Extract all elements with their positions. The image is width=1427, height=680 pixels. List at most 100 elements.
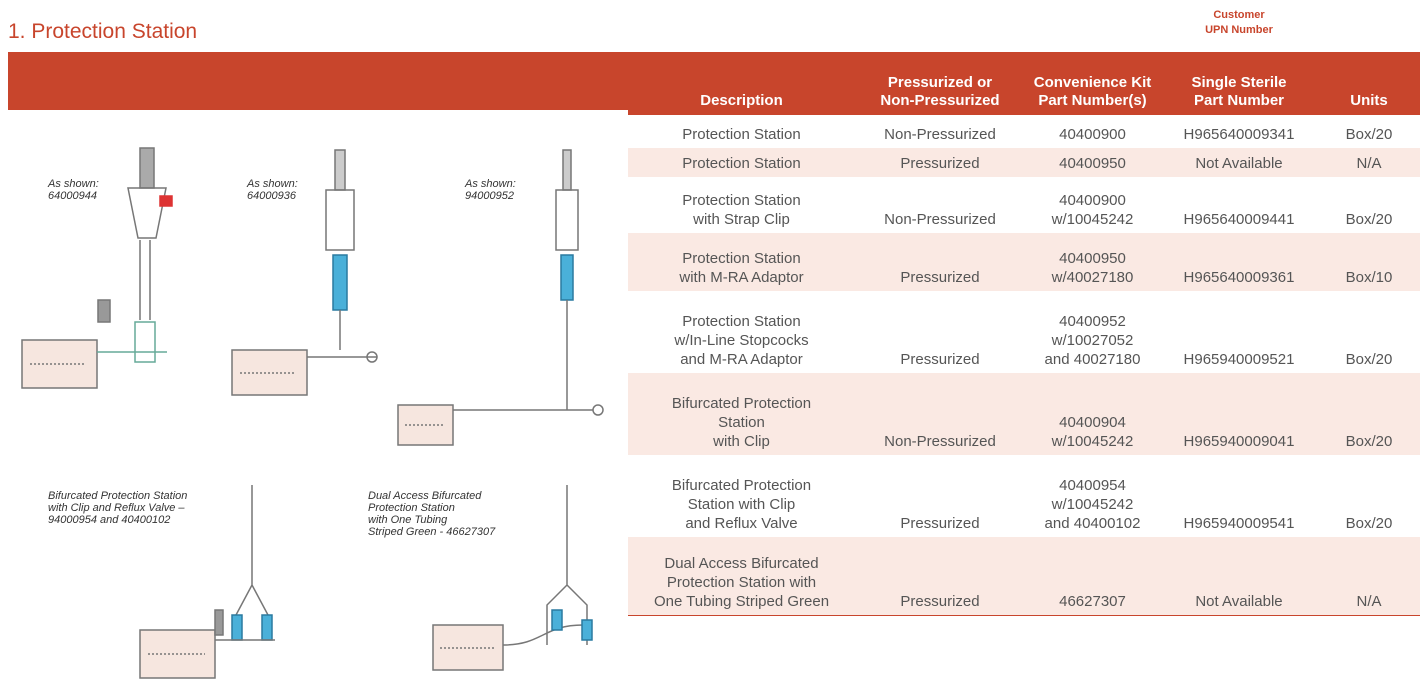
table-row: Protection Station with Strap Clip Non-Pre… [628, 177, 1420, 233]
text-line: Box/20 [1345, 126, 1393, 143]
text-line: Station with Clip [687, 496, 796, 513]
text-line: Pressurized [900, 515, 980, 532]
table-cell: Box/20 [1318, 373, 1420, 455]
table-cell: 40400900 [1025, 115, 1160, 148]
table-cell: Dual Access Bifurcated Protection Station… [628, 537, 855, 616]
table-cell: Pressurized [855, 291, 1025, 373]
table-cell: Non-Pressurized [855, 373, 1025, 455]
text-line: H965940009041 [1183, 433, 1295, 450]
table-cell: H965940009541 [1160, 455, 1318, 537]
product-table: Description Pressurized or Non-Pressurized… [628, 52, 1420, 616]
caption: As shown: 64000944 [48, 178, 99, 202]
text-line: Box/10 [1345, 269, 1393, 286]
text-line: Protection Station [682, 155, 801, 172]
table-row: Protection Station with M-RA Adaptor Press… [628, 233, 1420, 291]
text-line: 64000944 [48, 190, 97, 202]
table-cell: Bifurcated Protection Station with Clip an… [628, 455, 855, 537]
table-row: Bifurcated Protection Station with Clip an… [628, 455, 1420, 537]
text-line: 40400900 [1059, 126, 1126, 143]
text-line: N/A [1356, 155, 1382, 172]
label-line: Customer [1213, 9, 1265, 21]
column-header: Pressurized or Non-Pressurized [855, 52, 1025, 115]
text-line: Non-Pressurized [884, 126, 996, 143]
table-cell: H965940009521 [1160, 291, 1318, 373]
table-cell: Protection Station with M-RA Adaptor [628, 233, 855, 291]
text-line: 40400900 [1059, 192, 1126, 209]
text-line: Box/20 [1345, 433, 1393, 450]
text-line: and Reflux Valve [685, 515, 798, 532]
caption: As shown: 94000952 [465, 178, 516, 202]
table-cell: H965640009441 [1160, 177, 1318, 233]
text-line: Bifurcated Protection [671, 395, 812, 412]
text-line: w/10045242 [1051, 211, 1134, 228]
table-cell: Box/20 [1318, 177, 1420, 233]
table-cell: Box/10 [1318, 233, 1420, 291]
text-line: w/10045242 [1051, 496, 1134, 513]
text-line: Convenience Kit [1033, 74, 1152, 91]
table-cell: Pressurized [855, 148, 1025, 177]
text-line: Units [1350, 92, 1388, 109]
text-line: Description [700, 92, 783, 109]
text-line: Not Available [1195, 592, 1283, 610]
table-row: Protection Station Non-Pressurized 4040090… [628, 115, 1420, 148]
text-line: Pressurized [900, 351, 980, 368]
text-line: Protection Station [682, 313, 801, 330]
table-cell: Not Available [1160, 537, 1318, 616]
caption: Dual Access Bifurcated Protection Station… [368, 490, 495, 538]
table-row: Protection Station Pressurized 40400950 Not… [628, 148, 1420, 177]
text-line: Dual Access Bifurcated [368, 490, 482, 502]
text-line: Non-Pressurized [884, 211, 996, 228]
table-cell: Non-Pressurized [855, 177, 1025, 233]
table-cell: N/A [1318, 537, 1420, 616]
table-cell: Protection Station [628, 148, 855, 177]
text-line: Non-Pressurized [880, 92, 1000, 109]
table-cell: 46627307 [1025, 537, 1160, 616]
text-line: Pressurized [900, 155, 980, 172]
text-line: with Clip [713, 433, 770, 450]
text-line: Box/20 [1345, 515, 1393, 532]
text-line: 40400904 [1059, 414, 1126, 431]
label-line: UPN Number [1205, 24, 1273, 36]
text-line: Protection Station with [666, 573, 817, 591]
text-line: and 40027180 [1044, 351, 1141, 368]
text-line: w/40027180 [1051, 269, 1134, 286]
table-cell: 40400900 w/10045242 [1025, 177, 1160, 233]
table-cell: N/A [1318, 148, 1420, 177]
text-line: As shown: [48, 178, 99, 190]
text-line: 40400950 [1059, 250, 1126, 267]
column-header: Single Sterile Part Number [1160, 52, 1318, 115]
product-illustrations [21, 147, 604, 679]
table-cell: Protection Station [628, 115, 855, 148]
text-line: Pressurized or [887, 74, 993, 91]
text-line: 46627307 [1059, 592, 1126, 610]
text-line: Dual Access Bifurcated [664, 554, 819, 572]
text-line: 94000952 [465, 190, 514, 202]
column-header: Description [628, 52, 855, 115]
text-line: Bifurcated Protection Station [48, 490, 188, 502]
text-line: Not Available [1195, 155, 1283, 172]
text-line: w/10045242 [1051, 433, 1134, 450]
text-line: Pressurized [900, 269, 980, 286]
text-line: with Strap Clip [693, 211, 790, 228]
device-3 [397, 149, 604, 446]
table-cell: H965940009041 [1160, 373, 1318, 455]
title: 1. Protection Station [8, 20, 198, 43]
customer-label: Customer UPN Number [1160, 8, 1318, 38]
text-line: Protection Station [682, 250, 801, 267]
text-line: As shown: [247, 178, 298, 190]
text-line: with M-RA Adaptor [679, 269, 804, 286]
text-line: Protection Station [682, 126, 801, 143]
text-line: 94000954 and 40400102 [48, 514, 171, 526]
text-line: Box/20 [1345, 211, 1393, 228]
device-5 [432, 485, 593, 671]
text-line: Station [718, 414, 765, 431]
text-line: with Clip and Reflux Valve – [48, 502, 185, 514]
text-line: Pressurized [900, 592, 980, 610]
table-cell: Protection Station w/In-Line Stopcocks and… [628, 291, 855, 373]
text-line: H965640009361 [1183, 269, 1295, 286]
text-line: 64000936 [247, 190, 296, 202]
caption: Bifurcated Protection Station with Clip a… [48, 490, 187, 526]
text-line: One Tubing Striped Green [653, 592, 830, 610]
text-line: H965640009341 [1183, 126, 1295, 143]
